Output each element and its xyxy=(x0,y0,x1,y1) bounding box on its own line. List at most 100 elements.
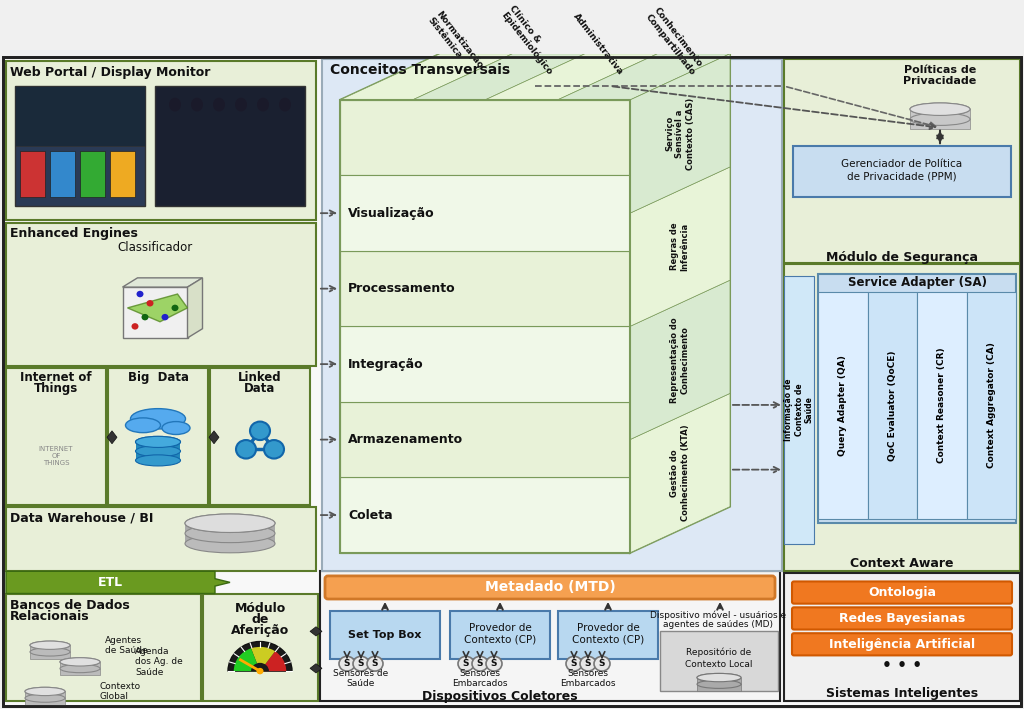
Bar xyxy=(80,151,105,197)
Circle shape xyxy=(264,440,284,459)
Bar xyxy=(210,368,310,505)
Bar xyxy=(784,573,1020,700)
Bar xyxy=(910,119,970,129)
Text: Clínico &
Epidemiológico: Clínico & Epidemiológico xyxy=(499,4,562,77)
Bar xyxy=(910,109,970,119)
Wedge shape xyxy=(228,642,292,671)
Bar xyxy=(6,223,316,366)
Ellipse shape xyxy=(257,98,269,111)
Text: Context Aware: Context Aware xyxy=(850,557,953,571)
Text: Relacionais: Relacionais xyxy=(10,610,90,623)
Bar xyxy=(15,86,145,206)
Text: S: S xyxy=(477,659,483,668)
Bar xyxy=(6,594,201,700)
Ellipse shape xyxy=(135,436,180,447)
Bar xyxy=(918,292,967,518)
Ellipse shape xyxy=(60,664,100,673)
Text: Normatização
Sistêmica: Normatização Sistêmica xyxy=(426,10,484,77)
Bar xyxy=(155,86,305,206)
Ellipse shape xyxy=(910,103,970,116)
Circle shape xyxy=(353,657,369,671)
Polygon shape xyxy=(413,54,585,100)
Bar xyxy=(450,611,550,659)
Text: S: S xyxy=(585,659,591,668)
Bar xyxy=(818,274,1016,523)
Text: ETL: ETL xyxy=(97,576,123,589)
Text: S: S xyxy=(357,659,365,668)
Text: Contexto (CP): Contexto (CP) xyxy=(571,635,644,644)
Bar xyxy=(330,611,440,659)
Text: Contexto Local: Contexto Local xyxy=(685,659,753,669)
Text: Redes Bayesianas: Redes Bayesianas xyxy=(839,612,966,625)
Text: S: S xyxy=(570,659,578,668)
Text: Provedor de: Provedor de xyxy=(469,623,531,632)
Circle shape xyxy=(339,657,355,671)
Bar xyxy=(793,146,1011,197)
Circle shape xyxy=(458,657,474,671)
Polygon shape xyxy=(310,627,322,636)
Text: Contexto (CP): Contexto (CP) xyxy=(464,635,537,644)
Ellipse shape xyxy=(25,694,65,702)
Bar xyxy=(340,251,630,326)
Text: Gerenciador de Política: Gerenciador de Política xyxy=(842,160,963,169)
Ellipse shape xyxy=(697,674,741,682)
Text: Dispositivos Coletores: Dispositivos Coletores xyxy=(422,690,578,703)
Bar xyxy=(25,691,65,698)
Wedge shape xyxy=(251,663,269,671)
Text: Contexto
Global: Contexto Global xyxy=(100,682,141,701)
Bar xyxy=(660,632,778,691)
Text: Service Adapter (SA): Service Adapter (SA) xyxy=(848,277,986,289)
Circle shape xyxy=(256,668,263,674)
Text: Aferição: Aferição xyxy=(230,624,289,637)
Text: Internet of: Internet of xyxy=(20,371,92,384)
Text: Classificador: Classificador xyxy=(118,241,193,255)
FancyBboxPatch shape xyxy=(325,576,775,599)
Text: Provedor de: Provedor de xyxy=(577,623,639,632)
Ellipse shape xyxy=(191,98,203,111)
Text: Context Reasoner (CR): Context Reasoner (CR) xyxy=(937,347,946,463)
Text: Metadado (MTD): Metadado (MTD) xyxy=(484,580,615,594)
Bar xyxy=(319,571,780,700)
Bar xyxy=(185,533,275,544)
Text: Módulo: Módulo xyxy=(234,602,286,615)
Bar xyxy=(30,645,70,652)
Text: Ontologia: Ontologia xyxy=(868,586,936,599)
Text: Privacidade: Privacidade xyxy=(903,77,977,86)
Polygon shape xyxy=(128,294,187,322)
Text: Sistemas Inteligentes: Sistemas Inteligentes xyxy=(826,687,978,700)
Text: Enhanced Engines: Enhanced Engines xyxy=(10,228,138,240)
Bar xyxy=(340,402,630,477)
Polygon shape xyxy=(6,571,230,593)
Text: Coleta: Coleta xyxy=(348,508,392,522)
Circle shape xyxy=(250,422,270,440)
Polygon shape xyxy=(123,278,203,287)
Ellipse shape xyxy=(234,98,247,111)
Circle shape xyxy=(472,657,488,671)
Circle shape xyxy=(594,657,610,671)
Polygon shape xyxy=(340,54,512,100)
Text: Gestão do
Conhecimento (KTA): Gestão do Conhecimento (KTA) xyxy=(671,425,690,521)
Polygon shape xyxy=(630,167,730,326)
Wedge shape xyxy=(233,648,260,671)
Ellipse shape xyxy=(185,524,275,542)
Polygon shape xyxy=(630,393,730,553)
Circle shape xyxy=(236,440,256,459)
Text: Sensores
Embarcados: Sensores Embarcados xyxy=(560,669,615,688)
Bar xyxy=(784,60,1020,262)
Polygon shape xyxy=(630,54,730,213)
Text: Agentes
de Saúde: Agentes de Saúde xyxy=(105,635,147,655)
Text: de Privacidade (PPM): de Privacidade (PPM) xyxy=(847,171,956,182)
Bar xyxy=(340,477,630,553)
Text: Serviço
Sensível a
Contexto (CAS): Serviço Sensível a Contexto (CAS) xyxy=(666,97,695,169)
Bar xyxy=(60,669,100,675)
Bar xyxy=(340,326,630,402)
Text: • • •: • • • xyxy=(882,658,922,673)
Circle shape xyxy=(486,657,502,671)
Ellipse shape xyxy=(213,98,225,111)
Polygon shape xyxy=(630,280,730,440)
Bar xyxy=(784,264,1020,571)
Circle shape xyxy=(580,657,596,671)
Bar xyxy=(203,594,318,700)
Bar xyxy=(136,442,180,450)
Text: Query Adapter (QA): Query Adapter (QA) xyxy=(839,355,847,456)
